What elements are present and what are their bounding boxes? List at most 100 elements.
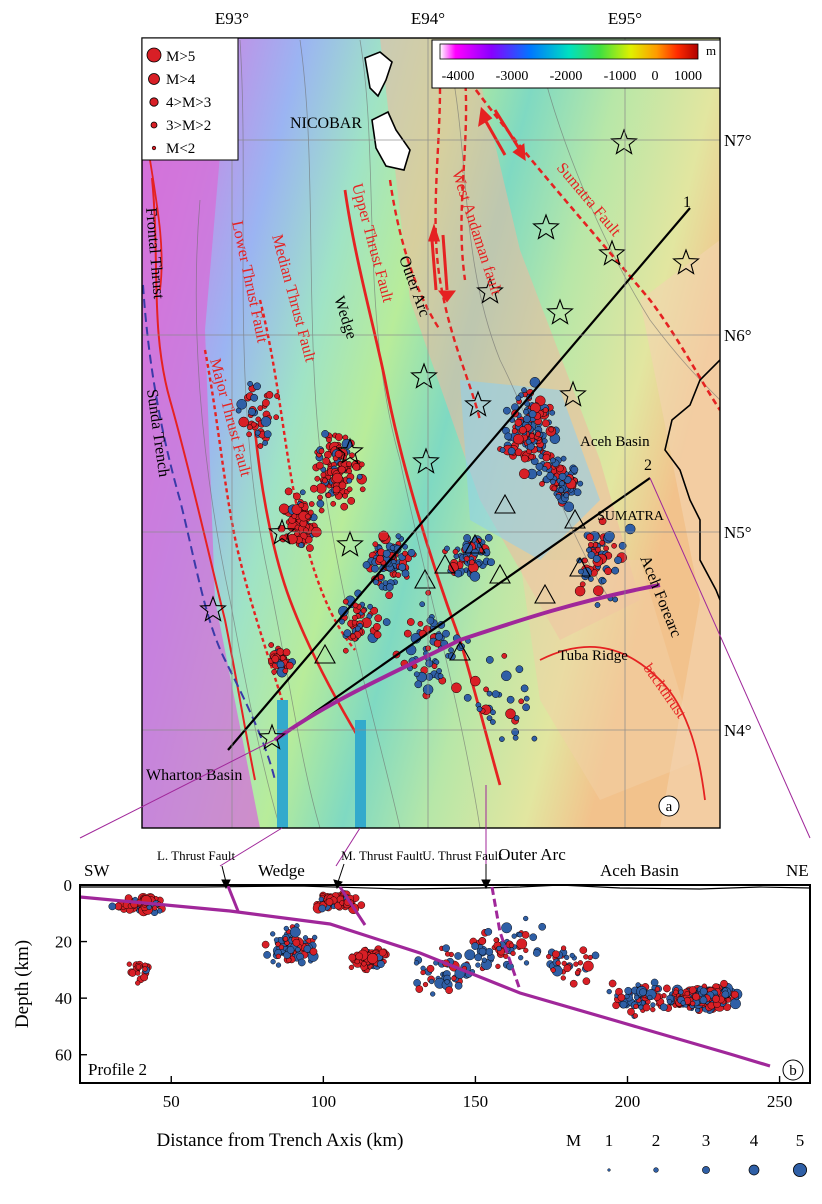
- profile-event: [485, 947, 494, 956]
- epicenter-star: [268, 518, 296, 545]
- map-event: [316, 483, 327, 494]
- profile-2-label: 2: [644, 457, 652, 474]
- map-event: [265, 391, 274, 399]
- profile-event: [624, 993, 630, 1000]
- profile-event: [692, 992, 700, 1001]
- m-legend-dot-1: [607, 1168, 611, 1172]
- colorbar-tick-3000: -3000: [496, 69, 529, 84]
- profile-ylabel: Depth (km): [12, 940, 33, 1028]
- profile-event: [286, 946, 295, 954]
- profile-event: [275, 953, 282, 960]
- profile-event: [633, 1003, 639, 1010]
- map-event: [555, 493, 562, 500]
- map-event: [523, 695, 530, 702]
- upper-thrust-dashed: [388, 179, 441, 331]
- map-event: [558, 472, 567, 481]
- map-event: [558, 487, 565, 493]
- profile-outer-arc-label: Outer Arc: [498, 845, 566, 864]
- map-event: [247, 380, 253, 387]
- profile-event: [142, 966, 148, 972]
- map-event: [501, 653, 508, 659]
- legend-symbol-m4: [148, 73, 160, 85]
- profile-event: [666, 999, 673, 1005]
- map-event: [604, 567, 612, 576]
- profile-event: [587, 954, 593, 961]
- epicenter-star: [336, 530, 364, 557]
- profile-event: [560, 975, 566, 981]
- epicenter-star: [336, 437, 364, 464]
- map-event: [612, 596, 619, 603]
- map-event: [314, 475, 321, 482]
- map-event: [325, 492, 332, 499]
- map-event: [263, 430, 272, 439]
- station-triangle: [314, 643, 336, 664]
- profile-event: [451, 975, 457, 981]
- map-event: [595, 546, 601, 553]
- profile-event: [529, 933, 538, 942]
- profile-event: [318, 896, 324, 902]
- map-event: [304, 513, 311, 520]
- map-event: [578, 568, 584, 575]
- map-event: [310, 484, 318, 493]
- profile-event: [550, 967, 556, 973]
- map-event: [346, 486, 353, 493]
- map-event: [588, 541, 594, 548]
- m-legend-dot-4: [748, 1164, 760, 1176]
- map-event: [550, 457, 556, 464]
- map-event: [246, 431, 252, 438]
- map-event: [332, 472, 343, 484]
- map-event: [376, 554, 384, 563]
- panel-b-circle: [782, 1059, 804, 1081]
- map-event: [592, 554, 601, 563]
- map-event: [454, 569, 463, 578]
- map-event: [542, 407, 549, 413]
- lon-tick-95: E95°: [608, 9, 642, 28]
- m-legend-5: 5: [796, 1131, 805, 1150]
- map-event: [332, 485, 341, 494]
- profile-event: [712, 995, 720, 1003]
- map-event: [593, 585, 604, 596]
- map-event: [284, 487, 293, 496]
- map-event: [324, 450, 332, 459]
- legend-m3: 4>M>3: [166, 95, 211, 111]
- map-event: [574, 585, 586, 597]
- profile-event: [523, 915, 529, 922]
- map-event: [560, 455, 567, 462]
- lat-tick-7: N7°: [724, 131, 752, 150]
- profile-event: [510, 950, 516, 957]
- map-event: [298, 502, 305, 509]
- profile-event: [426, 964, 435, 973]
- station-triangle: [434, 553, 456, 574]
- epicenter-star: [672, 248, 700, 275]
- map-event: [573, 488, 582, 497]
- map-event: [539, 481, 545, 487]
- map-event: [395, 572, 402, 578]
- map-event: [358, 461, 365, 468]
- map-event: [342, 647, 349, 654]
- map-event: [273, 414, 280, 421]
- profile-event: [493, 937, 499, 943]
- sumatra-coastline: [664, 359, 720, 601]
- lat-tick-5: N5°: [724, 523, 752, 542]
- map-event: [401, 569, 410, 578]
- map-event: [419, 601, 426, 608]
- connector-lines: [79, 477, 811, 867]
- map-event: [250, 393, 259, 402]
- map-event: [371, 564, 379, 573]
- station-triangle: [449, 640, 471, 661]
- x-tick-label: 100: [311, 1092, 337, 1111]
- frontal-thrust-upper: [149, 159, 163, 291]
- map-event: [469, 571, 481, 582]
- profile-event: [355, 952, 364, 961]
- profile-event: [270, 959, 276, 965]
- y-tick-label: 60: [55, 1046, 72, 1065]
- profile-event: [312, 934, 318, 941]
- profile-event: [523, 960, 530, 966]
- profile-event: [591, 951, 600, 960]
- profile-event: [673, 989, 679, 995]
- profile-event: [367, 953, 379, 964]
- map-event: [343, 629, 352, 637]
- map-event: [236, 399, 247, 410]
- lat-tick-6: N6°: [724, 326, 752, 345]
- epicenter-star: [546, 298, 574, 325]
